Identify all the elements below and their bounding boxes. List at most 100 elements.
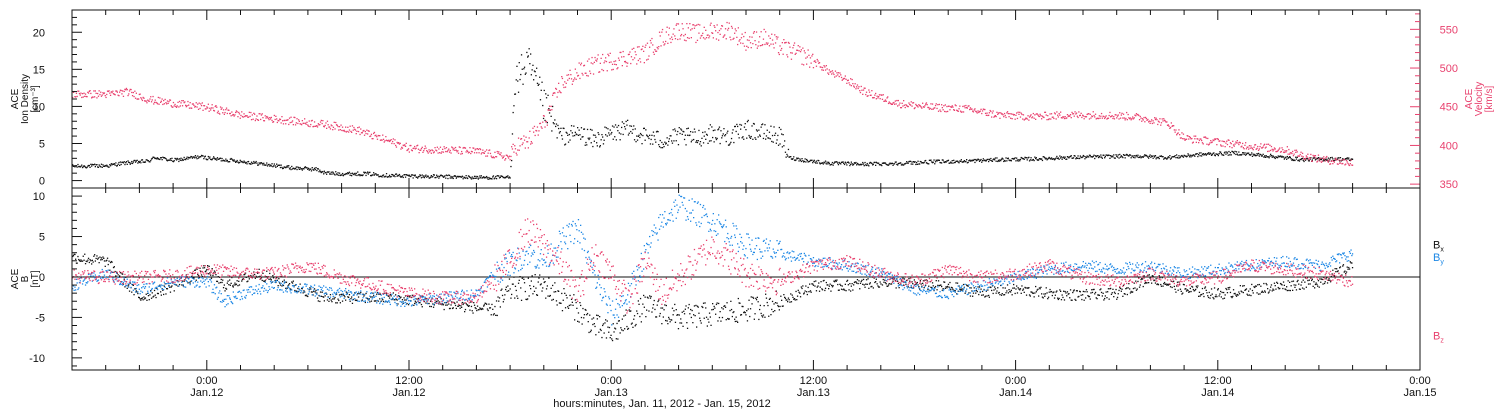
data-point xyxy=(1028,116,1031,118)
data-point xyxy=(1238,154,1241,156)
data-point xyxy=(575,301,577,304)
data-point xyxy=(1190,156,1192,158)
data-point xyxy=(605,319,607,321)
data-point xyxy=(488,149,490,152)
data-point xyxy=(878,164,881,166)
data-point xyxy=(1311,159,1313,161)
data-point xyxy=(686,128,688,130)
data-point xyxy=(899,284,901,286)
data-point xyxy=(260,277,263,279)
data-point xyxy=(94,166,96,168)
data-point xyxy=(853,281,856,284)
data-point xyxy=(1249,154,1251,156)
data-point xyxy=(279,118,281,120)
data-point xyxy=(1113,291,1116,293)
data-point xyxy=(260,162,262,164)
data-point xyxy=(373,172,375,174)
data-point xyxy=(191,107,193,109)
data-point xyxy=(442,176,445,178)
data-point xyxy=(335,293,338,295)
data-point xyxy=(886,164,888,166)
data-point xyxy=(834,76,836,78)
data-point xyxy=(1035,291,1037,293)
data-point xyxy=(563,288,565,290)
data-point xyxy=(356,174,358,177)
density-axis-tick-label: 15 xyxy=(33,64,45,76)
data-point xyxy=(146,299,148,301)
data-point xyxy=(726,302,728,304)
data-point xyxy=(890,103,893,105)
data-point xyxy=(913,107,915,110)
data-point xyxy=(577,75,579,77)
data-point xyxy=(704,38,706,40)
data-point xyxy=(1207,152,1210,154)
data-point xyxy=(1018,113,1020,115)
data-point xyxy=(284,281,286,284)
data-point xyxy=(696,141,699,144)
data-point xyxy=(787,155,789,157)
data-point xyxy=(737,43,739,46)
data-point xyxy=(288,117,291,119)
data-point xyxy=(394,139,396,141)
data-point xyxy=(544,126,546,128)
data-point xyxy=(666,320,668,322)
data-point xyxy=(93,255,95,257)
data-point xyxy=(660,147,662,149)
data-point xyxy=(1124,293,1126,295)
data-point xyxy=(958,285,960,287)
data-point xyxy=(1006,290,1008,292)
data-point xyxy=(508,278,511,280)
data-point xyxy=(138,160,140,163)
data-point xyxy=(1199,155,1201,157)
data-point xyxy=(508,176,511,178)
data-point xyxy=(651,134,653,136)
data-point xyxy=(837,162,839,164)
data-point xyxy=(766,43,768,45)
data-point xyxy=(319,291,322,293)
data-point xyxy=(475,307,477,310)
data-point xyxy=(1302,156,1304,158)
data-point xyxy=(1013,283,1015,286)
data-point xyxy=(95,92,97,94)
data-point xyxy=(103,93,105,95)
data-point xyxy=(963,160,965,162)
data-point xyxy=(254,162,256,164)
data-point xyxy=(1174,288,1176,290)
data-point xyxy=(494,151,496,153)
data-point xyxy=(965,160,967,163)
data-point xyxy=(1140,117,1142,119)
data-point xyxy=(539,122,542,124)
data-point xyxy=(1110,115,1113,117)
data-point xyxy=(395,146,398,148)
density-axis-axis-title: [cm⁻³] xyxy=(30,85,41,113)
data-point xyxy=(186,276,188,278)
data-point xyxy=(338,129,340,131)
data-point xyxy=(325,171,327,174)
data-point xyxy=(908,102,910,104)
data-point xyxy=(693,27,696,29)
data-point xyxy=(975,160,978,162)
data-point xyxy=(1323,160,1326,162)
data-point xyxy=(1083,299,1085,301)
data-point xyxy=(716,137,718,140)
data-point xyxy=(587,137,589,139)
data-point xyxy=(1060,156,1063,158)
data-point xyxy=(732,38,734,40)
data-point xyxy=(272,277,275,279)
data-point xyxy=(1013,287,1015,289)
data-point xyxy=(561,310,564,312)
data-point xyxy=(777,144,780,146)
data-point xyxy=(1247,146,1249,148)
data-point xyxy=(1098,155,1100,157)
data-point xyxy=(135,92,137,94)
data-point xyxy=(1233,152,1235,155)
data-point xyxy=(583,317,585,319)
data-point xyxy=(1218,140,1220,142)
data-point xyxy=(956,293,958,295)
data-point xyxy=(810,291,812,293)
data-point xyxy=(1346,157,1348,159)
data-point xyxy=(821,162,823,164)
data-point xyxy=(336,302,338,304)
data-point xyxy=(1070,155,1072,157)
data-point xyxy=(434,302,436,304)
